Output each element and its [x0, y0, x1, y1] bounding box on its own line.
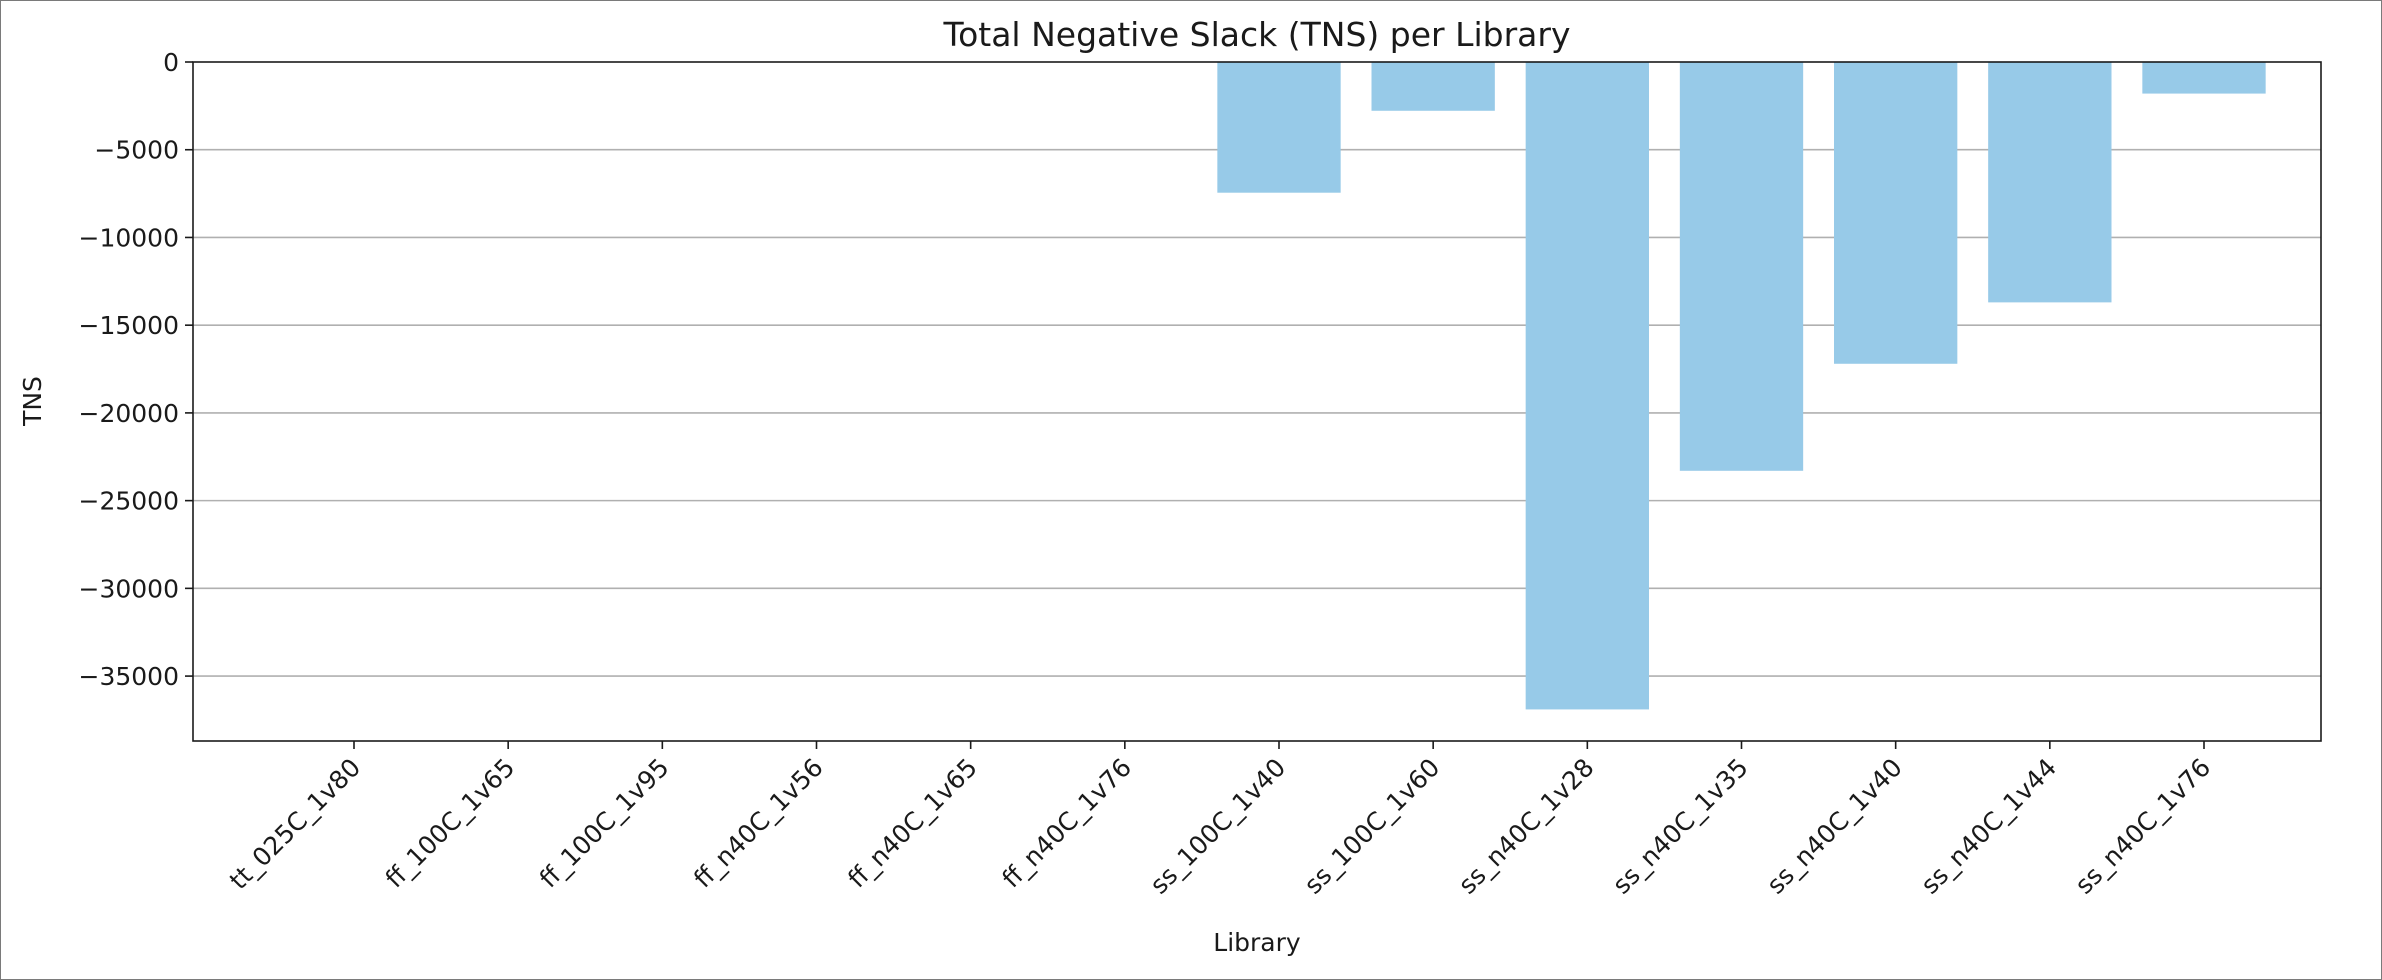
bars — [1217, 62, 2266, 710]
bar-ss_n40C_1v40 — [1834, 62, 1958, 364]
y-tick-label: −20000 — [79, 399, 179, 428]
y-tick-label: −35000 — [79, 662, 179, 691]
bar-ss_n40C_1v28 — [1525, 62, 1649, 710]
plot-area-border — [192, 61, 2322, 742]
x-axis-ticks: tt_025C_1v80 ff_100C_1v65 ff_100C_1v95 ff_n… — [224, 741, 2216, 900]
y-axis-ticks: 0 −5000 −10000 −15000 −20000 −25000 −30000 −350… — [79, 48, 193, 691]
chart-title: Total Negative Slack (TNS) per Library — [943, 15, 1571, 54]
x-tick-label: ff_100C_1v65 — [380, 753, 521, 894]
x-tick-label: ss_n40C_1v35 — [1607, 753, 1754, 900]
x-tick-label: ff_n40C_1v76 — [996, 753, 1137, 894]
x-tick-label: ss_100C_1v60 — [1299, 753, 1446, 900]
bar-ss_n40C_1v35 — [1679, 62, 1804, 471]
x-tick-label: ff_100C_1v95 — [534, 753, 675, 894]
x-tick-label: ff_n40C_1v65 — [842, 753, 983, 894]
y-tick-label: −30000 — [79, 574, 179, 603]
x-axis-label: Library — [1213, 928, 1301, 957]
x-tick-label: ss_n40C_1v44 — [1915, 753, 2062, 900]
y-axis-label: TNS — [18, 376, 47, 427]
bar-ss_100C_1v40 — [1217, 62, 1341, 193]
x-tick-label: ss_n40C_1v40 — [1761, 753, 1908, 900]
x-tick-label: ss_n40C_1v76 — [2069, 753, 2216, 900]
y-tick-label: 0 — [163, 48, 179, 77]
x-tick-label: ss_100C_1v40 — [1144, 753, 1291, 900]
y-tick-label: −5000 — [94, 136, 179, 165]
y-tick-label: −15000 — [79, 311, 179, 340]
x-tick-label: ff_n40C_1v56 — [688, 753, 829, 894]
bar-ss_n40C_1v44 — [1988, 62, 2112, 303]
bar-ss_100C_1v60 — [1371, 62, 1495, 111]
bar-ss_n40C_1v76 — [2142, 62, 2266, 94]
y-tick-label: −10000 — [79, 223, 179, 252]
x-tick-label: ss_n40C_1v28 — [1453, 753, 1600, 900]
x-tick-label: tt_025C_1v80 — [224, 753, 366, 895]
y-tick-label: −25000 — [79, 487, 179, 516]
grid-lines — [193, 148, 2321, 677]
